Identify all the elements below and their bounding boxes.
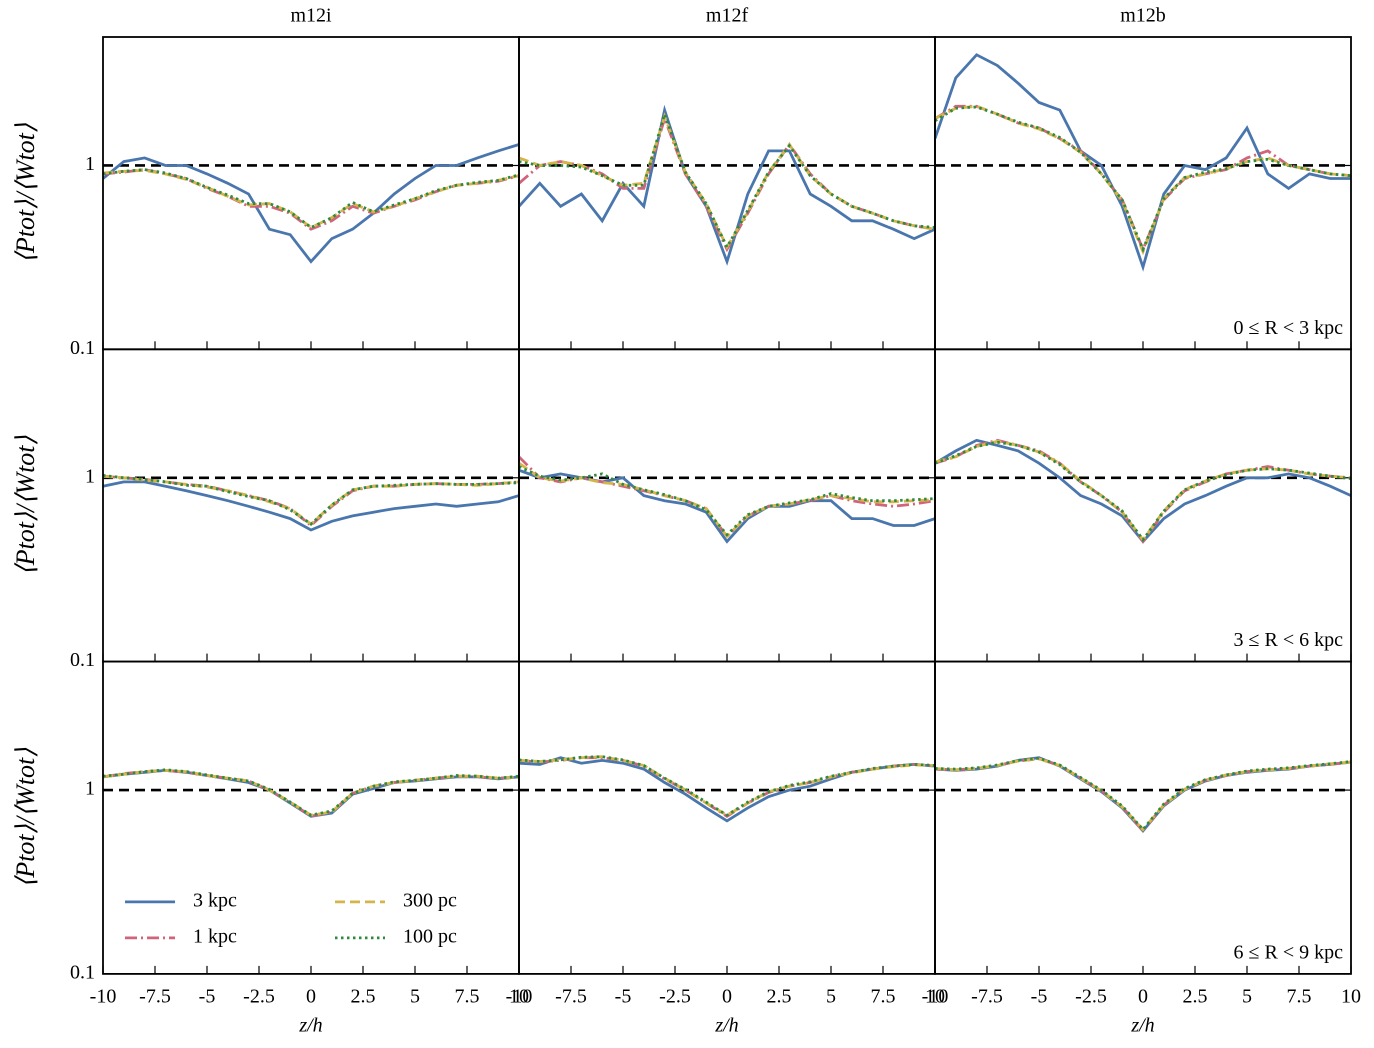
legend-label: 300 pc <box>403 889 457 911</box>
series-line <box>935 438 1351 544</box>
y-tick-label: 0.1 <box>70 649 95 671</box>
y-axis-label: ⟨Ptot⟩/⟨Wtot⟩ <box>11 435 40 575</box>
x-tick-label: 5 <box>826 985 836 1007</box>
series-line <box>519 455 935 539</box>
series-line <box>935 756 1351 832</box>
x-tick-label: 0 <box>722 985 732 1007</box>
x-tick-label: 10 <box>509 985 529 1007</box>
x-tick-label: 2.5 <box>1183 985 1208 1007</box>
annotation: 0 ≤ R < 3 kpc <box>1234 317 1344 339</box>
x-tick-label: -5 <box>615 985 632 1007</box>
x-tick-label: -10 <box>90 985 117 1007</box>
series-line <box>519 109 935 251</box>
x-tick-label: -5 <box>199 985 216 1007</box>
panel-title: m12i <box>290 5 332 27</box>
x-tick-label: 10 <box>1341 985 1361 1007</box>
series-line <box>103 480 519 532</box>
series-line <box>935 757 1351 832</box>
x-tick-label: 2.5 <box>351 985 376 1007</box>
series-line <box>103 168 519 230</box>
series-line <box>935 104 1351 253</box>
y-tick-label: 1 <box>85 465 95 487</box>
panel-frame <box>102 36 520 351</box>
series-line <box>103 768 519 818</box>
x-tick-label: -5 <box>1031 985 1048 1007</box>
legend-label: 3 kpc <box>193 889 237 911</box>
panel-title: m12b <box>1120 5 1166 27</box>
x-tick-label: 10 <box>925 985 945 1007</box>
series-line <box>519 104 935 266</box>
x-tick-label: 0 <box>1138 985 1148 1007</box>
x-tick-label: -10 <box>922 985 949 1007</box>
series-line <box>519 756 935 818</box>
panel-frame <box>934 660 1352 975</box>
y-axis-label: ⟨Ptot⟩/⟨Wtot⟩ <box>11 123 40 263</box>
series-line <box>103 768 519 817</box>
series-line <box>935 104 1351 256</box>
x-axis-label: z/h <box>1130 1014 1154 1036</box>
series-line <box>519 468 935 544</box>
y-axis-label: ⟨Ptot⟩/⟨Wtot⟩ <box>11 748 40 888</box>
x-tick-label: 7.5 <box>1287 985 1312 1007</box>
series-line <box>935 439 1351 543</box>
series-line <box>519 112 935 250</box>
x-axis-label: z/h <box>298 1014 322 1036</box>
series-line <box>935 440 1351 543</box>
series-line <box>519 465 935 537</box>
x-tick-label: 7.5 <box>455 985 480 1007</box>
series-line <box>935 53 1351 272</box>
x-axis-label: z/h <box>714 1014 738 1036</box>
x-tick-label: 0 <box>306 985 316 1007</box>
series-line <box>519 755 935 817</box>
x-tick-label: -7.5 <box>555 985 587 1007</box>
series-line <box>103 143 519 264</box>
x-tick-label: -2.5 <box>659 985 691 1007</box>
y-tick-label: 1 <box>85 153 95 175</box>
series-line <box>103 168 519 230</box>
annotation: 3 ≤ R < 6 kpc <box>1234 629 1344 651</box>
series-line <box>103 474 519 528</box>
x-tick-label: 7.5 <box>871 985 896 1007</box>
panel-frame <box>934 36 1352 351</box>
legend-label: 1 kpc <box>193 925 237 947</box>
x-tick-label: -7.5 <box>971 985 1003 1007</box>
series-line <box>519 755 935 817</box>
series-line <box>103 168 519 231</box>
panel-frame <box>934 348 1352 663</box>
panel-title: m12f <box>706 5 749 27</box>
series-line <box>935 438 1351 544</box>
annotation: 6 ≤ R < 9 kpc <box>1234 941 1344 963</box>
series-line <box>935 105 1351 253</box>
panel-frame <box>518 348 936 663</box>
x-tick-label: -2.5 <box>1075 985 1107 1007</box>
y-tick-label: 0.1 <box>70 337 95 359</box>
series-line <box>519 756 935 823</box>
y-tick-label: 1 <box>85 778 95 800</box>
x-tick-label: -7.5 <box>139 985 171 1007</box>
legend-label: 100 pc <box>403 925 457 947</box>
series-line <box>519 114 935 253</box>
series-line <box>103 474 519 526</box>
x-tick-label: -10 <box>506 985 533 1007</box>
y-tick-label: 0.1 <box>70 961 95 983</box>
x-tick-label: 5 <box>410 985 420 1007</box>
x-tick-label: 5 <box>1242 985 1252 1007</box>
x-tick-label: 2.5 <box>767 985 792 1007</box>
x-tick-label: -2.5 <box>243 985 275 1007</box>
